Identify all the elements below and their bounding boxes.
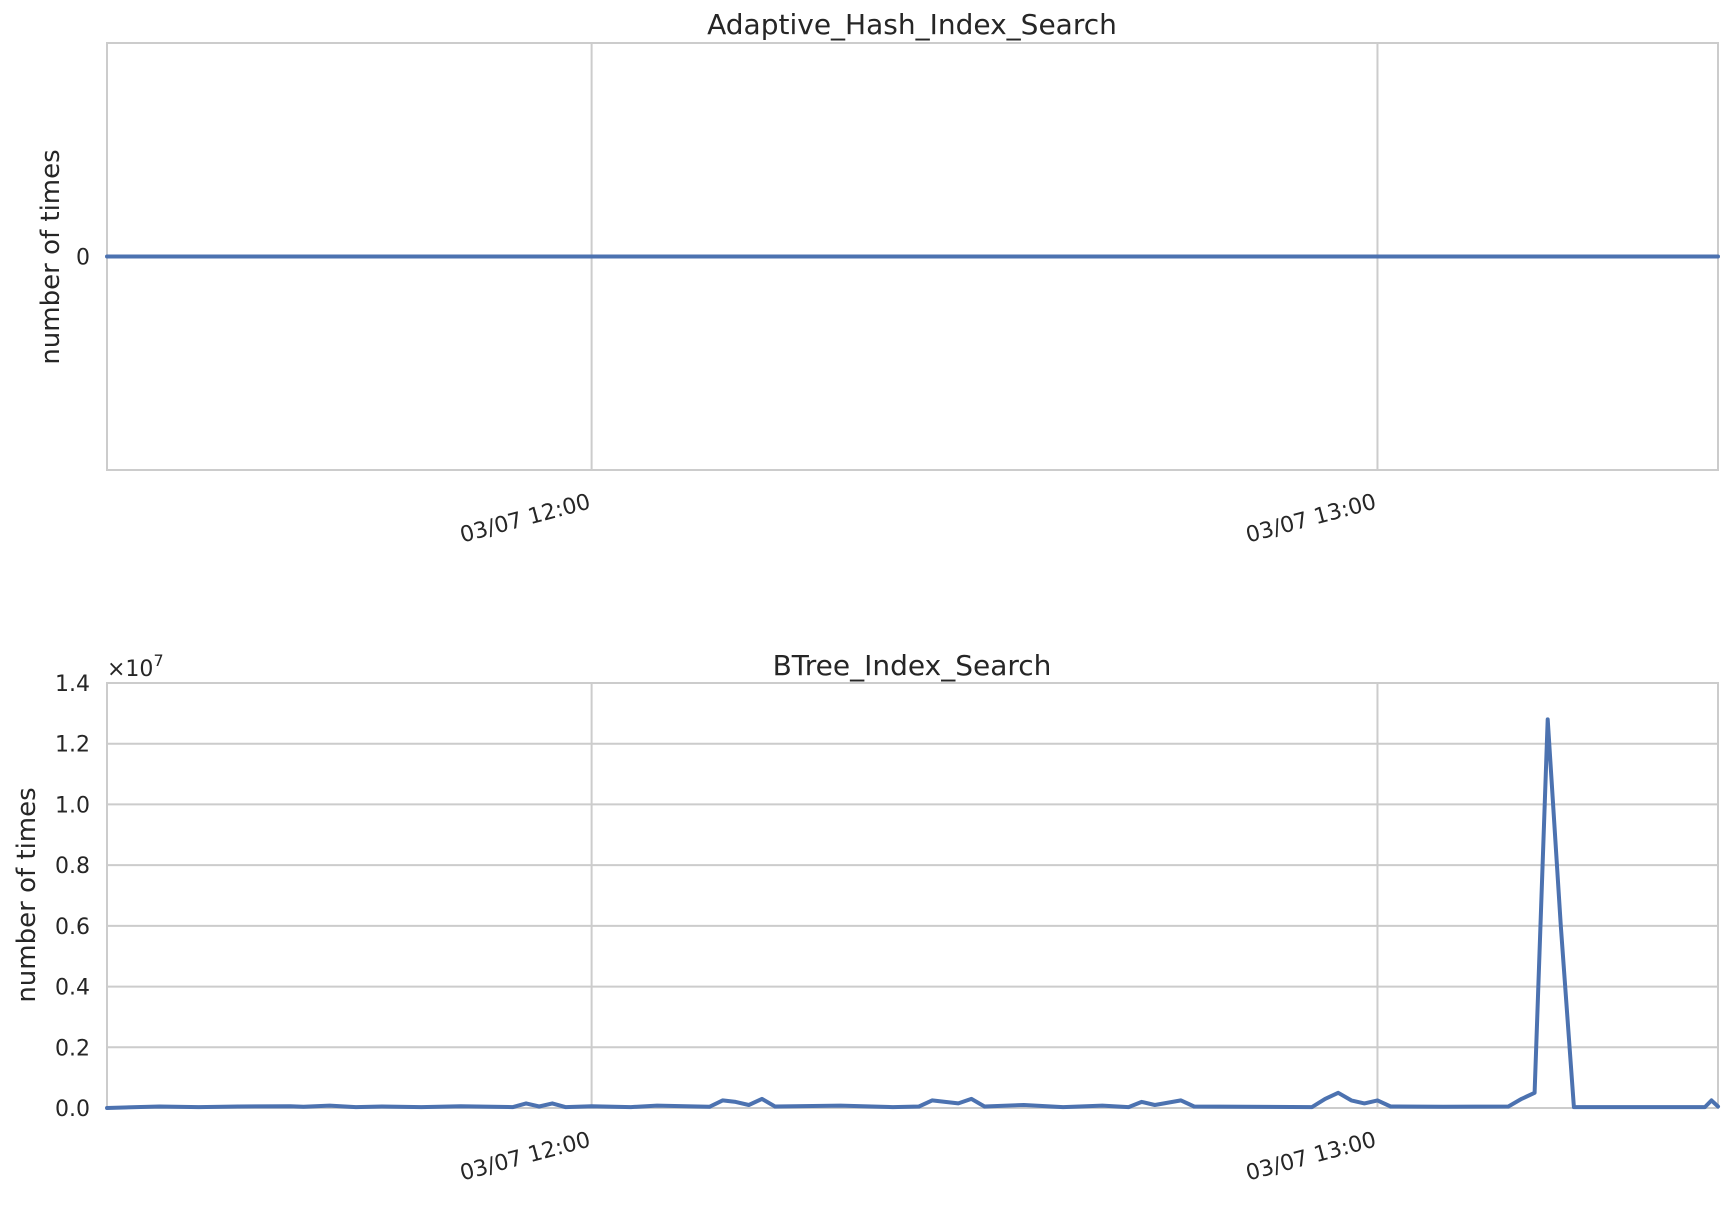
series-line (105, 717, 1720, 1110)
offset-base: ×10 (107, 657, 153, 682)
y-tick-labels: 0 (76, 246, 90, 271)
x-tick-labels: 03/07 12:00 03/07 13:00 (457, 1128, 1379, 1187)
y-tick-label: 0.2 (55, 1036, 90, 1061)
y-tick-label: 1.2 (55, 733, 90, 758)
y-axis-label: number of times (12, 787, 42, 1002)
x-tick-labels: 03/07 12:00 03/07 13:00 (457, 490, 1379, 549)
chart-grid (107, 682, 1718, 1109)
y-tick-labels: 0.0 0.2 0.4 0.6 0.8 1.0 1.2 1.4 (55, 672, 90, 1122)
chart-series (105, 717, 1720, 1110)
chart-title: Adaptive_Hash_Index_Search (707, 8, 1117, 41)
y-tick-label: 1.0 (55, 793, 90, 818)
y-axis-offset-label: ×107 (107, 651, 164, 682)
y-tick-label: 0 (76, 246, 90, 271)
x-tick-label: 03/07 12:00 (457, 1128, 593, 1187)
y-tick-label: 0.6 (55, 915, 90, 940)
x-tick-label: 03/07 13:00 (1243, 490, 1379, 549)
y-tick-label: 0.4 (55, 976, 90, 1001)
btree-index-chart: 0.00.20.40.60.81.01.21.4 03/07 12:00 03/0… (12, 649, 1720, 1187)
x-tick-label: 03/07 12:00 (457, 490, 593, 549)
y-tick-label: 0.8 (55, 854, 90, 879)
offset-exponent: 7 (153, 651, 163, 670)
chart-title: BTree_Index_Search (773, 649, 1052, 682)
x-tick-label: 03/07 13:00 (1243, 1128, 1379, 1187)
plot-frame (106, 682, 1719, 1109)
adaptive-hash-index-chart: 0 03/07 12:00 03/07 13:00 Adaptive_Hash_I… (36, 8, 1720, 549)
y-tick-label: 1.4 (55, 672, 90, 697)
y-axis-label: number of times (36, 149, 66, 364)
y-tick-label: 0.0 (55, 1097, 90, 1122)
